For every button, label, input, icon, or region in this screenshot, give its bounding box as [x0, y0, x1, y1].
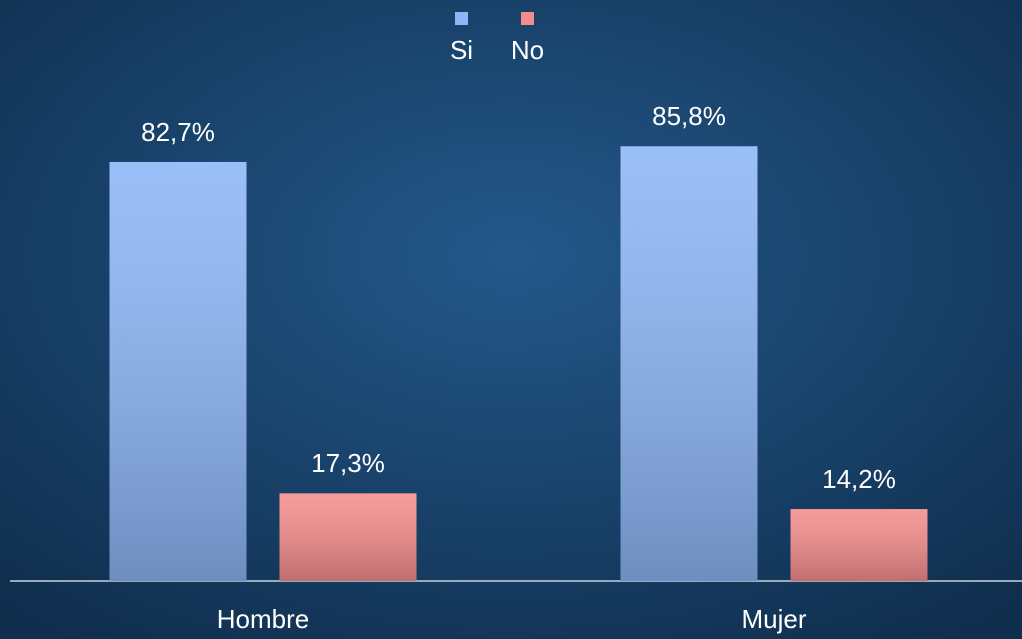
data-label: 85,8% — [652, 101, 726, 131]
data-label: 17,3% — [311, 448, 385, 478]
legend-label: No — [511, 35, 544, 65]
x-tick-label: Hombre — [217, 604, 309, 634]
legend-swatch — [455, 12, 468, 25]
legend-label: Si — [450, 35, 473, 65]
data-label: 14,2% — [822, 464, 896, 494]
x-tick-label: Mujer — [741, 604, 806, 634]
legend-swatch — [521, 12, 534, 25]
data-label: 82,7% — [141, 117, 215, 147]
bar-shade — [790, 509, 928, 581]
bar-shade — [279, 493, 417, 581]
bar-shade — [620, 146, 758, 581]
bar-shade — [109, 161, 247, 581]
